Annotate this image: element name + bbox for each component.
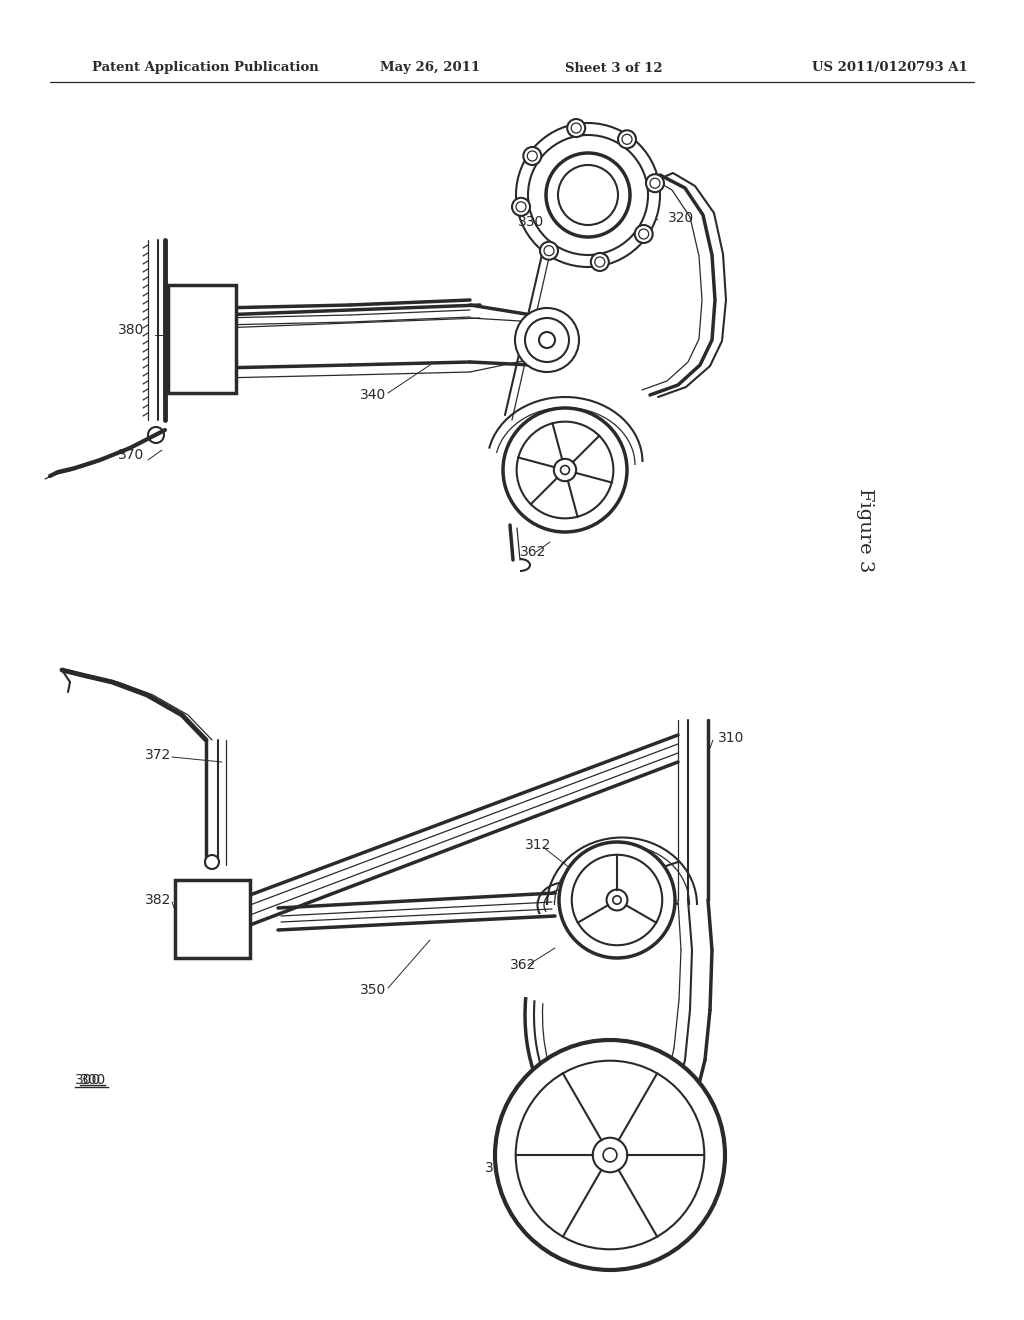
Text: US 2011/0120793 A1: US 2011/0120793 A1 [812,62,968,74]
Circle shape [195,333,209,346]
Circle shape [559,842,675,958]
Circle shape [512,198,530,215]
Circle shape [527,150,538,161]
Circle shape [646,174,664,193]
Text: 320: 320 [668,211,694,224]
Circle shape [516,1061,705,1249]
Circle shape [536,1080,685,1230]
Circle shape [612,896,622,904]
Bar [175,880,250,958]
Text: 362: 362 [520,545,547,558]
Text: 372: 372 [145,748,171,762]
Circle shape [544,246,554,256]
Circle shape [525,318,569,362]
Circle shape [606,890,628,911]
Circle shape [495,1040,725,1270]
Circle shape [560,466,569,474]
Text: Sheet 3 of 12: Sheet 3 of 12 [565,62,663,74]
Circle shape [591,253,609,271]
Circle shape [187,323,217,354]
Circle shape [515,308,579,372]
Circle shape [567,119,585,137]
Circle shape [622,135,632,144]
Text: 370: 370 [118,447,144,462]
Circle shape [528,135,648,255]
Circle shape [598,1143,622,1167]
Text: 312: 312 [525,838,551,851]
Text: 310: 310 [718,731,744,744]
Circle shape [595,257,605,267]
Circle shape [593,1138,628,1172]
Text: 382: 382 [145,894,171,907]
Circle shape [603,1148,616,1162]
Circle shape [206,913,218,925]
Circle shape [553,1097,668,1213]
Circle shape [571,855,663,945]
Text: 300: 300 [80,1073,106,1086]
Circle shape [205,855,219,869]
Text: 362: 362 [510,958,537,972]
Text: 380: 380 [118,323,144,337]
Circle shape [558,165,618,224]
Circle shape [529,434,601,506]
Circle shape [516,123,660,267]
Text: Figure 3: Figure 3 [856,488,874,572]
Circle shape [618,131,636,148]
Circle shape [523,147,542,165]
Text: 330: 330 [518,215,544,228]
Circle shape [585,869,649,932]
Text: 350: 350 [360,983,386,997]
Circle shape [554,459,577,482]
Bar [168,285,236,393]
Text: 360: 360 [485,1162,511,1175]
Circle shape [148,426,164,444]
Circle shape [503,408,627,532]
Circle shape [516,202,526,211]
Circle shape [635,224,652,243]
Text: Patent Application Publication: Patent Application Publication [92,62,318,74]
Circle shape [571,123,582,133]
Text: 314: 314 [530,502,556,515]
Circle shape [178,315,226,363]
Text: 340: 340 [360,388,386,403]
Circle shape [650,178,659,189]
Circle shape [539,333,555,348]
Circle shape [546,153,630,238]
Circle shape [517,421,613,519]
Circle shape [198,906,226,933]
Circle shape [188,895,236,942]
Circle shape [639,228,648,239]
Text: 300: 300 [75,1073,101,1086]
Circle shape [540,242,558,260]
Text: May 26, 2011: May 26, 2011 [380,62,480,74]
